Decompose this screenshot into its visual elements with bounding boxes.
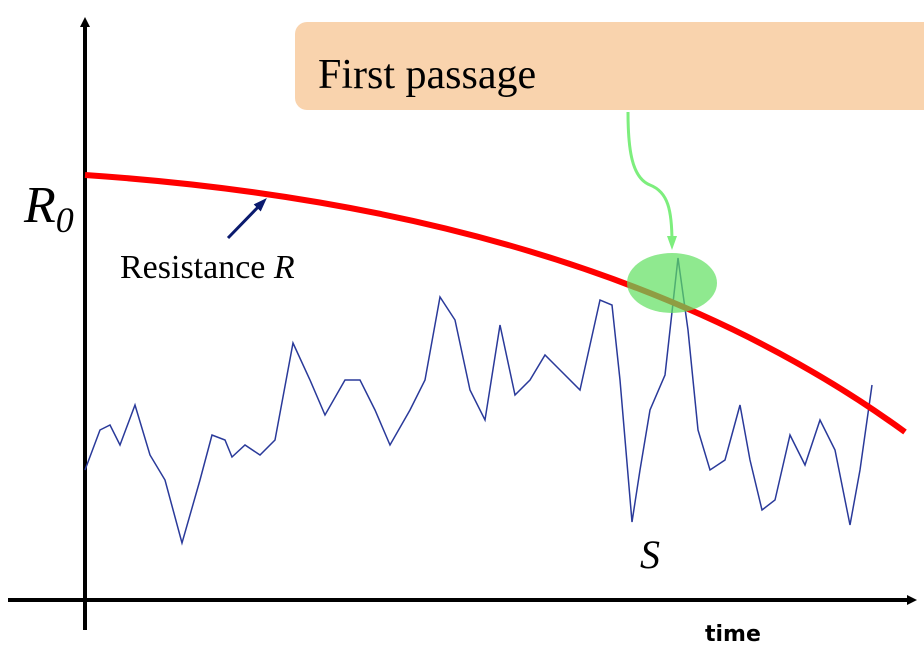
callout-text: First passage (318, 52, 536, 98)
curve-label: Resistance R (120, 249, 295, 286)
callout-arrow (626, 111, 677, 250)
curve-label-symbol: R (273, 249, 295, 286)
threshold-label: R0 (23, 177, 74, 240)
signal-curve (84, 257, 873, 546)
crossing-highlight (627, 253, 717, 313)
threshold-symbol: R (23, 177, 56, 234)
resistance-curve (84, 172, 907, 435)
signal-label: S (640, 532, 660, 577)
x-axis-label: time (705, 622, 761, 647)
threshold-subscript: 0 (56, 200, 74, 240)
label-arrow (226, 197, 267, 240)
curve-label-text: Resistance (120, 249, 274, 286)
callout-box (295, 22, 924, 110)
